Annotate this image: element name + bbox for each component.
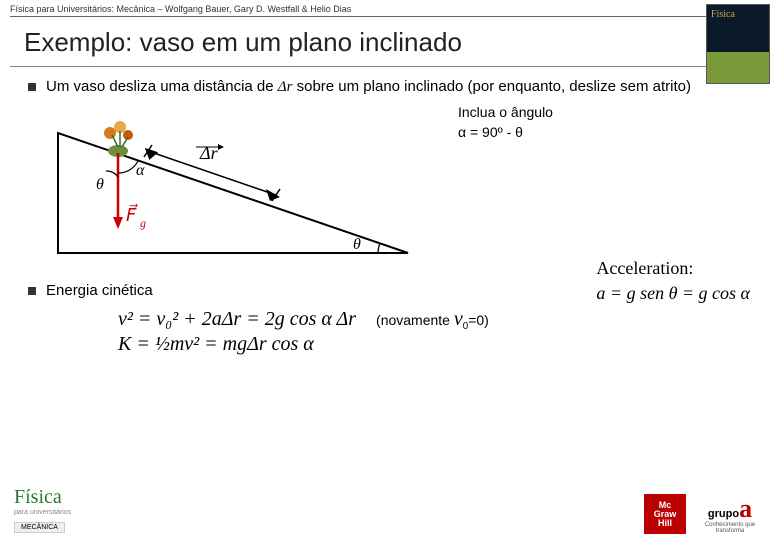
delta-r-symbol: Δr	[278, 79, 293, 95]
grupo-text: grupo	[708, 508, 739, 520]
equation-k: K = ½mv² = mgΔr cos α	[118, 333, 752, 356]
acceleration-equation: a = g sen θ = g cos α	[596, 283, 750, 304]
incline-diagram: θ F⃗	[48, 103, 418, 263]
hill: Hill	[658, 519, 672, 528]
equation-v: v² = v₀² + 2aΔr = 2g cos α Δr (novamente…	[118, 308, 752, 332]
book-thumbnail: Física	[706, 4, 770, 84]
dr-label: Δr	[199, 143, 219, 163]
bullet-2-text: Energia cinética	[46, 281, 153, 301]
bullet-1: Um vaso desliza uma distância de Δr sobr…	[28, 77, 752, 97]
v0-note: (novamente v0=0)	[376, 308, 489, 332]
equations-area: v² = v₀² + 2aΔr = 2g cos α Δr (novamente…	[118, 308, 752, 357]
dr-head-left	[142, 148, 158, 162]
mecanica-badge: MECÂNICA	[14, 522, 65, 533]
bullet-square-icon	[28, 287, 36, 295]
angle-annotation: Inclua o ângulo α = 90º - θ	[458, 103, 553, 142]
book-title: Física	[707, 5, 769, 24]
fg-sub: g	[140, 216, 146, 230]
bullet-1-part-a: Um vaso desliza uma distância de	[46, 78, 278, 95]
eq-v-text: v² = v₀² + 2aΔr = 2g cos α Δr	[118, 308, 356, 331]
note-a: (novamente	[376, 312, 454, 328]
incline-svg: θ F⃗	[48, 103, 418, 263]
big-a: a	[739, 494, 752, 523]
fisica-sub: para universitários	[14, 509, 71, 516]
footer: Física para universitários MECÂNICA Mc G…	[0, 486, 780, 534]
bullet-square-icon	[28, 83, 36, 91]
eq-k-text: K = ½mv² = mgΔr cos α	[118, 333, 314, 356]
alpha-label: α	[136, 162, 145, 179]
fisica-logo-block: Física para universitários MECÂNICA	[14, 486, 71, 534]
flowers	[104, 121, 133, 147]
theta-label-left: θ	[96, 176, 104, 193]
annotation-line-1: Inclua o ângulo	[458, 103, 553, 123]
vase-group	[104, 121, 133, 157]
mcgraw-hill-logo: Mc Graw Hill	[644, 494, 686, 534]
acceleration-box: Acceleration: a = g sen θ = g cos α	[596, 258, 750, 304]
title-rule	[10, 66, 770, 67]
note-b: =0)	[468, 312, 489, 328]
page-title: Exemplo: vaso em um plano inclinado	[0, 17, 780, 66]
fisica-logo: Física	[14, 486, 71, 509]
grupo-a-tagline: Conhecimento que transforma	[694, 522, 766, 534]
note-v: v	[454, 308, 463, 330]
bullet-1-text: Um vaso desliza uma distância de Δr sobr…	[46, 77, 691, 97]
publisher-logos: Mc Graw Hill grupoa Conhecimento que tra…	[644, 494, 766, 534]
header-text: Física para Universitários: Mecânica – W…	[0, 0, 780, 16]
theta-label-right: θ	[353, 236, 361, 253]
annotation-line-2: α = 90º - θ	[458, 123, 553, 143]
grupo-a-logo: grupoa Conhecimento que transforma	[694, 499, 766, 534]
bullet-1-part-b: sobre um plano inclinado (por enquanto, …	[292, 78, 691, 95]
dr-overbar-head	[218, 144, 224, 150]
acceleration-label: Acceleration:	[596, 258, 750, 279]
